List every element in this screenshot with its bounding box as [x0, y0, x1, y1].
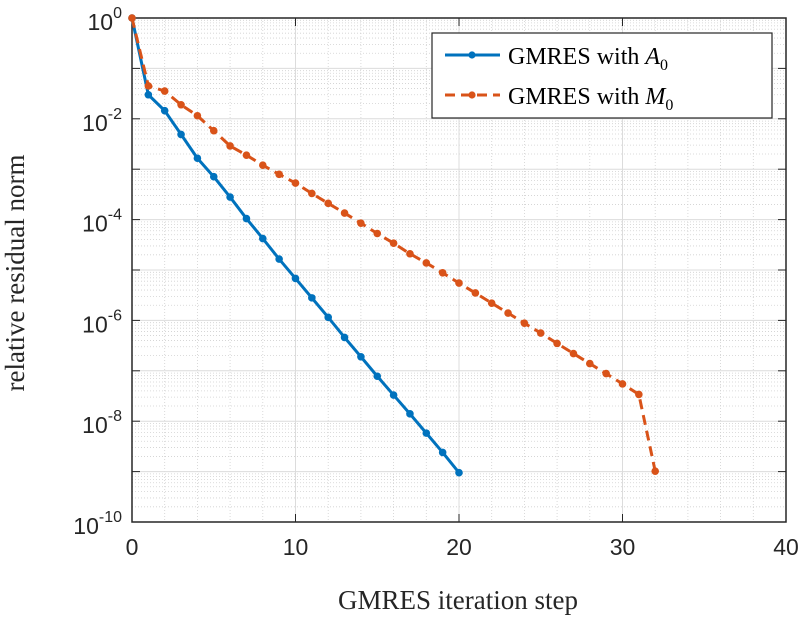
legend-math-m0: M [644, 84, 667, 110]
y-tick-exponent: -4 [108, 207, 122, 224]
y-axis-label: relative residual norm [0, 155, 30, 392]
y-tick-label: 10-2 [82, 106, 122, 136]
data-point-a0 [242, 214, 251, 223]
legend: GMRES with A0 GMRES with M0 [431, 32, 773, 119]
data-point-a0 [226, 193, 234, 201]
data-point-m0 [618, 380, 627, 388]
data-point-m0 [242, 151, 251, 159]
data-point-a0 [422, 429, 431, 437]
data-point-m0 [487, 299, 496, 307]
legend-box [431, 32, 773, 119]
y-tick-exponent: -8 [108, 408, 122, 425]
y-tick-exponent: -6 [108, 307, 122, 324]
y-tick-exponent: 0 [113, 5, 122, 22]
legend-entry-a0: GMRES with A0 [445, 44, 668, 74]
series-layer [128, 14, 659, 477]
data-point-m0 [586, 359, 594, 368]
data-point-a0 [324, 313, 333, 322]
x-tick-labels: 0 10 20 30 40 [126, 534, 799, 560]
data-point-m0 [455, 279, 463, 287]
series-line-m0 [130, 17, 657, 472]
data-point-a0 [177, 130, 185, 139]
y-tick-exponent: -2 [108, 106, 122, 123]
x-tick-label: 40 [773, 534, 799, 560]
data-point-a0 [259, 234, 267, 243]
x-tick-label: 30 [610, 534, 636, 560]
axis-ticks [131, 17, 787, 523]
data-point-m0 [128, 14, 136, 22]
data-point-a0 [160, 106, 169, 115]
data-point-a0 [193, 154, 202, 163]
data-point-a0 [357, 352, 365, 361]
x-axis-label: GMRES iteration step [338, 585, 578, 615]
data-point-a0 [209, 172, 218, 181]
data-point-m0 [406, 249, 414, 258]
data-point-a0 [275, 255, 283, 263]
y-tick-base: 10 [73, 513, 99, 539]
data-point-a0 [308, 294, 316, 302]
data-point-m0 [275, 170, 283, 179]
data-point-m0 [520, 319, 529, 327]
data-point-a0 [373, 372, 382, 381]
y-tick-label: 10-10 [73, 509, 122, 539]
data-point-m0 [504, 309, 512, 317]
legend-marker-a0 [468, 51, 476, 59]
data-point-a0 [291, 274, 300, 283]
y-tick-label: 10-6 [82, 307, 122, 337]
data-point-m0 [308, 189, 316, 198]
data-point-m0 [324, 199, 333, 208]
data-point-a0 [144, 90, 153, 99]
data-point-m0 [340, 209, 349, 217]
y-tick-label: 10-8 [82, 408, 122, 438]
y-tick-base: 10 [88, 9, 114, 35]
data-point-m0 [144, 82, 153, 90]
data-point-m0 [553, 339, 561, 348]
legend-text-a0: GMRES with [508, 44, 645, 70]
data-point-m0 [209, 126, 218, 135]
data-point-m0 [602, 369, 610, 378]
data-point-m0 [569, 349, 578, 358]
legend-math-a0: A [643, 44, 660, 70]
y-tick-label: 100 [88, 5, 123, 35]
y-tick-base: 10 [82, 110, 108, 136]
data-point-m0 [291, 179, 300, 187]
legend-label-m0: GMRES with M0 [508, 84, 673, 114]
data-point-a0 [389, 391, 398, 399]
legend-sub-a0: 0 [660, 57, 668, 74]
data-point-m0 [471, 289, 480, 297]
data-point-a0 [438, 448, 447, 457]
data-point-a0 [455, 468, 463, 477]
x-tick-label: 10 [283, 534, 309, 560]
data-point-m0 [160, 87, 169, 95]
data-point-m0 [177, 100, 185, 109]
legend-text-m0: GMRES with [508, 84, 645, 110]
data-point-m0 [536, 329, 545, 337]
y-tick-base: 10 [82, 211, 108, 237]
x-tick-label: 20 [446, 534, 472, 560]
x-tick-label: 0 [126, 534, 139, 560]
data-point-m0 [193, 111, 202, 120]
y-tick-base: 10 [82, 412, 108, 438]
legend-label-a0: GMRES with A0 [508, 44, 668, 74]
data-point-m0 [373, 229, 382, 238]
data-point-a0 [406, 410, 414, 418]
data-point-m0 [357, 219, 365, 227]
legend-marker-m0 [468, 91, 476, 99]
y-tick-label: 10-4 [82, 207, 122, 237]
y-tick-exponent: -10 [99, 509, 122, 526]
data-point-m0 [259, 161, 267, 170]
legend-sub-m0: 0 [665, 97, 673, 114]
data-point-m0 [651, 467, 659, 475]
data-point-m0 [422, 259, 431, 267]
data-point-m0 [438, 268, 447, 277]
data-point-a0 [340, 333, 349, 342]
data-point-m0 [389, 239, 398, 248]
data-point-m0 [635, 390, 643, 399]
y-tick-base: 10 [82, 311, 108, 337]
data-point-m0 [226, 142, 234, 150]
legend-entry-m0: GMRES with M0 [445, 84, 673, 114]
